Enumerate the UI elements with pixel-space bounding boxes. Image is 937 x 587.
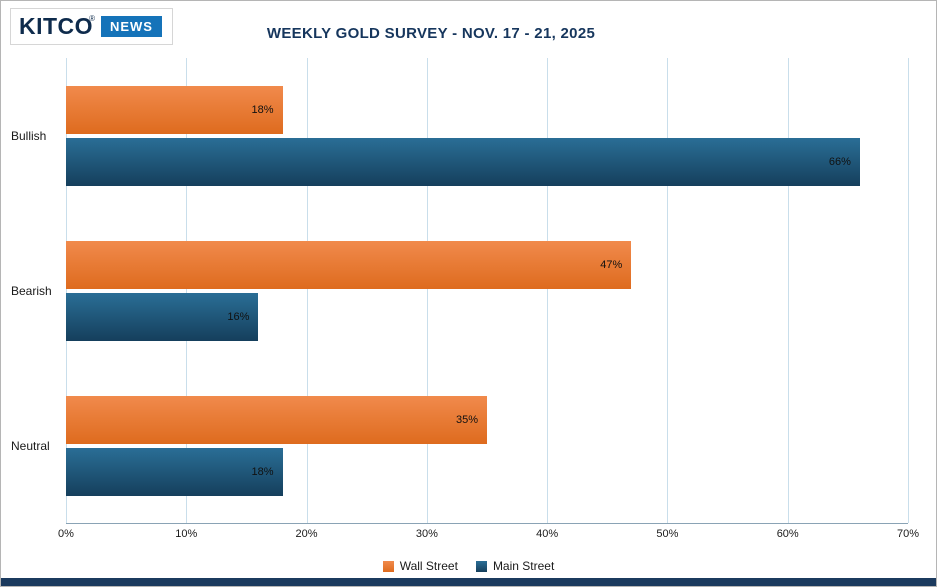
bar-main-street-bearish: 16% [66, 292, 259, 341]
chart-title: WEEKLY GOLD SURVEY - NOV. 17 - 21, 2025 [266, 25, 596, 42]
legend-label-wall-street: Wall Street [399, 559, 458, 573]
gridline-70- [908, 58, 909, 523]
kitco-news-logo: KITCO ® NEWS [10, 8, 173, 45]
value-label-wall-street-neutral: 35% [455, 414, 478, 427]
bar-chart: Bullish 18% 66% Bearish 47% 16% Neutral 35% 18% … [11, 58, 919, 540]
x-tick-50-: 50% [656, 528, 679, 540]
footer-strip [1, 578, 936, 586]
x-tick-30-: 30% [415, 528, 438, 540]
category-group-bullish: Bullish 18% 66% [11, 58, 908, 213]
category-group-bearish: Bearish 47% 16% [11, 213, 908, 368]
value-label-wall-street-bullish: 18% [251, 103, 274, 116]
legend-swatch-main-street [475, 560, 487, 572]
x-tick-0-: 0% [58, 528, 74, 540]
gridline-40- [547, 58, 549, 523]
gridline-50- [667, 58, 669, 523]
value-label-main-street-neutral: 18% [251, 466, 274, 479]
gridline-0- [66, 58, 67, 523]
x-tick-60-: 60% [776, 528, 799, 540]
gridline-10- [186, 58, 188, 523]
registered-trademark-icon: ® [89, 14, 95, 23]
bar-main-street-bullish: 66% [66, 137, 860, 186]
x-tick-10-: 10% [175, 528, 198, 540]
x-tick-40-: 40% [536, 528, 559, 540]
legend-label-main-street: Main Street [492, 559, 555, 573]
bar-main-street-neutral: 18% [66, 448, 283, 497]
category-label-bullish: Bullish [11, 128, 47, 143]
legend-item-main-street: Main Street [475, 559, 555, 573]
news-badge: NEWS [100, 16, 162, 37]
gridline-30- [426, 58, 428, 523]
plot-area: Bullish 18% 66% Bearish 47% 16% Neutral 35% 18% [11, 58, 909, 524]
x-tick-20-: 20% [295, 528, 318, 540]
category-group-neutral: Neutral 35% 18% [11, 369, 908, 524]
kitco-wordmark: KITCO [19, 13, 94, 39]
gridline-60- [787, 58, 789, 523]
legend-swatch-wall-street [382, 560, 394, 572]
legend-item-wall-street: Wall Street [382, 559, 458, 573]
category-label-bearish: Bearish [11, 283, 52, 298]
bar-wall-street-bearish: 47% [66, 240, 632, 289]
chart-legend: Wall Street Main Street [1, 559, 936, 573]
value-label-wall-street-bearish: 47% [600, 258, 623, 271]
value-label-main-street-bearish: 16% [227, 310, 250, 323]
bar-wall-street-neutral: 35% [66, 396, 487, 445]
x-axis: 0% 10% 20% 30% 40% 50% 60% 70% [58, 528, 919, 544]
x-tick-70-: 70% [896, 528, 920, 540]
category-label-neutral: Neutral [11, 439, 50, 454]
bar-wall-street-bullish: 18% [66, 85, 283, 134]
value-label-main-street-bullish: 66% [828, 155, 851, 168]
gridline-20- [306, 58, 308, 523]
